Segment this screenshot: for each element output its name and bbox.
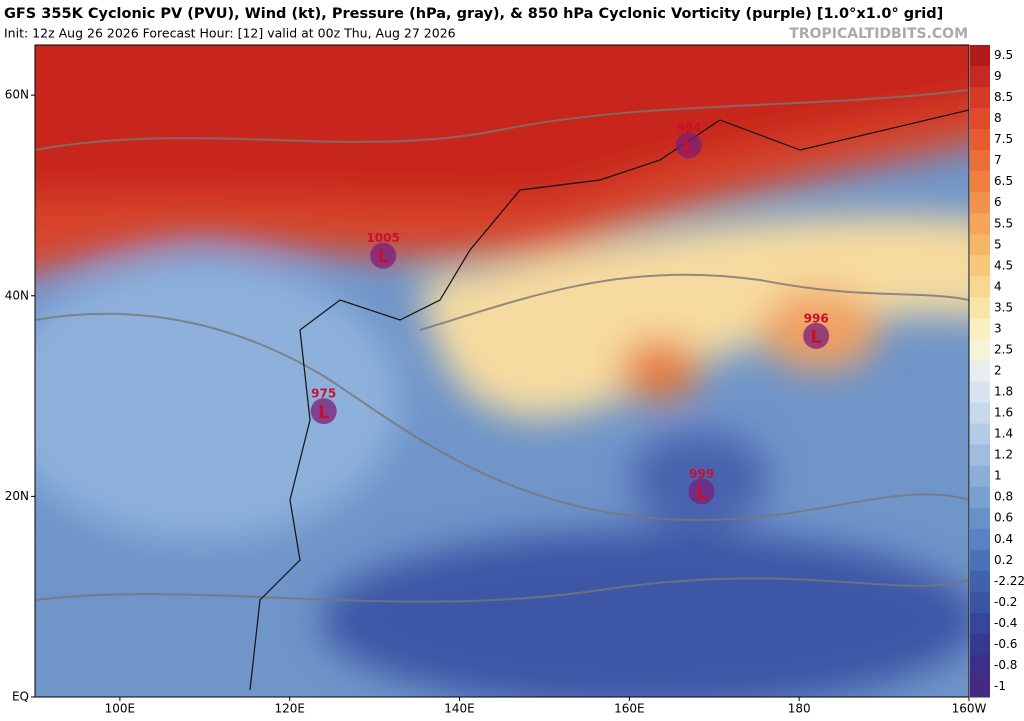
map-field: [35, 45, 969, 697]
lon-label: 180: [788, 702, 811, 716]
lat-label: 40N: [5, 288, 29, 302]
dynamic-layer: 100E 120E 140E 160E 180 160WEQ20N40N60N994L10…: [5, 45, 1024, 716]
low-pressure: 999: [689, 467, 714, 481]
colorbar-label: 7: [994, 153, 1002, 167]
colorbar-swatch: [970, 255, 990, 277]
low-symbol: L: [696, 482, 707, 503]
colorbar-swatch: [970, 591, 990, 614]
colorbar-label: 4: [994, 279, 1002, 293]
colorbar-swatch: [970, 171, 990, 193]
colorbar-swatch: [970, 549, 990, 572]
low-pressure: 1005: [366, 231, 399, 245]
lat-label: 20N: [5, 489, 29, 503]
colorbar-label: -1: [994, 679, 1006, 693]
colorbar-label: 5: [994, 237, 1002, 251]
colorbar-label: 9: [994, 69, 1002, 83]
lon-label: 140E: [444, 702, 475, 716]
low-pressure: 975: [311, 387, 336, 401]
colorbar-label: -0.6: [994, 637, 1017, 651]
colorbar-swatch: [970, 66, 990, 88]
colorbar-swatch: [970, 276, 990, 298]
colorbar-label: 7.5: [994, 132, 1013, 146]
colorbar-swatch: [970, 444, 990, 467]
colorbar-swatch: [970, 297, 990, 319]
colorbar-label: 8: [994, 111, 1002, 125]
low-center: [688, 478, 715, 505]
colorbar-label: 3.5: [994, 300, 1013, 314]
colorbar-swatch: [970, 87, 990, 109]
colorbar-swatch: [970, 486, 990, 509]
colorbar-label: 8.5: [994, 90, 1013, 104]
colorbar-label: 3: [994, 321, 1002, 335]
low-pressure: 996: [804, 311, 829, 325]
colorbar-swatch: [970, 318, 990, 340]
colorbar-label: -2.22: [994, 574, 1024, 588]
lat-label: EQ: [12, 690, 29, 704]
colorbar-swatch: [970, 108, 990, 130]
colorbar-swatch: [970, 213, 990, 235]
colorbar-label: 1.8: [994, 385, 1013, 399]
low-center: [370, 242, 397, 269]
colorbar-label: -0.8: [994, 658, 1017, 672]
colorbar-swatch: [970, 234, 990, 256]
colorbar-label: 1.6: [994, 406, 1013, 420]
colorbar-label: 0.6: [994, 511, 1013, 525]
lon-label: 120E: [274, 702, 305, 716]
low-pressure: 994: [676, 121, 701, 135]
subtitle: Init: 12z Aug 26 2026 Forecast Hour: [12…: [4, 26, 456, 41]
colorbar-swatch: [970, 570, 990, 593]
colorbar-swatch: [970, 360, 990, 383]
colorbar-swatch: [970, 423, 990, 446]
title: GFS 355K Cyclonic PV (PVU), Wind (kt), P…: [4, 6, 943, 22]
colorbar-swatch: [970, 612, 990, 635]
colorbar-swatch: [970, 402, 990, 425]
lon-label: 160E: [614, 702, 645, 716]
lat-label: 60N: [5, 88, 29, 102]
colorbar-swatch: [970, 507, 990, 530]
colorbar-swatch: [970, 465, 990, 488]
colorbar-label: 1: [994, 469, 1002, 483]
colorbar-swatch: [970, 45, 990, 67]
colorbar-label: 5.5: [994, 216, 1013, 230]
colorbar-swatch: [970, 381, 990, 404]
lon-label: 100E: [105, 702, 136, 716]
map-frame: [34, 44, 970, 698]
colorbar-swatch: [970, 528, 990, 551]
colorbar-swatch: [970, 654, 990, 677]
colorbar-label: 1.4: [994, 427, 1013, 441]
low-center: [675, 132, 702, 159]
watermark: TROPICALTIDBITS.COM: [789, 26, 968, 42]
low-center: [803, 322, 830, 349]
colorbar-label: -0.2: [994, 595, 1017, 609]
colorbar-swatch: [970, 633, 990, 656]
colorbar-swatch: [970, 339, 990, 361]
colorbar-label: 0.4: [994, 532, 1013, 546]
colorbar-swatch: [970, 675, 990, 698]
lon-label: 160W: [952, 702, 987, 716]
colorbar-swatch: [970, 129, 990, 151]
low-symbol: L: [810, 327, 821, 348]
colorbar-label: -0.4: [994, 616, 1017, 630]
colorbar-label: 6.5: [994, 174, 1013, 188]
colorbar-swatch: [970, 150, 990, 172]
colorbar-label: 9.5: [994, 48, 1013, 62]
pressure-contours: [35, 89, 969, 603]
colorbar-label: 0.8: [994, 490, 1013, 504]
colorbar-label: 2: [994, 364, 1002, 378]
low-center: [310, 398, 337, 425]
colorbar-swatch: [970, 192, 990, 214]
colorbar-label: 0.2: [994, 553, 1013, 567]
colorbar-label: 1.2: [994, 448, 1013, 462]
colorbar-label: 4.5: [994, 258, 1013, 272]
low-symbol: L: [683, 136, 694, 157]
colorbar-label: 6: [994, 195, 1002, 209]
low-symbol: L: [318, 402, 329, 423]
low-symbol: L: [377, 247, 388, 268]
colorbar-label: 2.5: [994, 342, 1013, 356]
